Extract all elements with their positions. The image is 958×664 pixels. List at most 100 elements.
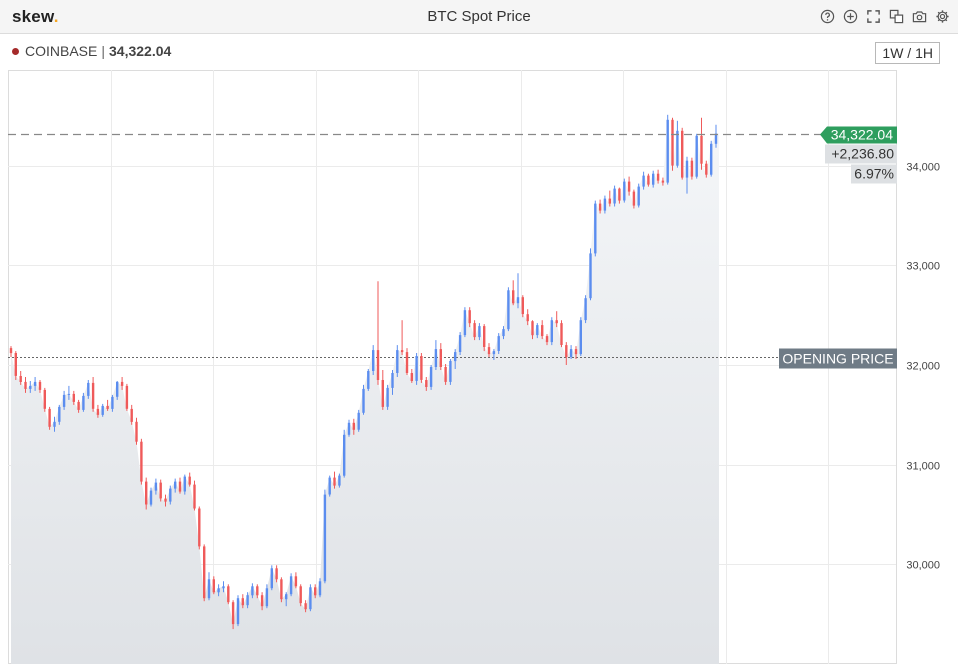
candle-body: [550, 320, 553, 343]
last-price-tag: [820, 126, 897, 144]
settings-icon[interactable]: [934, 8, 950, 24]
candle-body: [362, 388, 365, 413]
chart-area[interactable]: 30,000 31,000 32,000 33,000 34,000 34,322.04 +…: [8, 70, 958, 664]
logo-text: skew: [12, 7, 54, 26]
candle-body: [487, 347, 491, 355]
candle-body: [454, 352, 457, 362]
duplicate-icon[interactable]: [888, 8, 904, 24]
candle-body: [425, 380, 428, 387]
candle-body: [140, 441, 143, 482]
candle-body: [618, 188, 621, 201]
opening-price-tag: [779, 348, 897, 369]
candle-body: [429, 367, 433, 387]
candle-body: [87, 382, 90, 396]
candle-body: [101, 405, 104, 415]
change-pct-tag-label: 6.97%: [854, 166, 894, 182]
candle-body: [632, 191, 636, 206]
candle-body: [280, 579, 283, 600]
candle-body: [178, 481, 182, 492]
candle-body: [14, 353, 17, 376]
candle-body: [671, 119, 674, 166]
candle-body: [29, 385, 32, 389]
candle-body: [169, 488, 172, 502]
candle-body: [203, 546, 206, 599]
candle-body: [439, 349, 442, 367]
candle-body: [545, 336, 549, 343]
candle-body: [120, 381, 124, 386]
candle-body: [594, 203, 597, 254]
candle-body: [536, 325, 539, 336]
candle-body: [623, 181, 626, 201]
candle-body: [294, 576, 298, 587]
candle-body: [125, 385, 129, 409]
candle-body: [367, 371, 370, 389]
candle-body: [19, 376, 22, 382]
candle-body: [222, 586, 225, 589]
candle-body: [58, 406, 61, 422]
candle-body: [82, 395, 85, 410]
candle-body: [43, 389, 46, 409]
candle-body: [67, 393, 71, 395]
candle-body: [135, 421, 138, 442]
candle-body: [637, 186, 640, 206]
y-tick-label: 32,000: [906, 361, 940, 373]
candle-body: [347, 422, 351, 435]
candle-body: [492, 351, 496, 355]
candle-body: [705, 163, 708, 175]
candle-body: [710, 143, 713, 175]
candle-body: [714, 133, 718, 144]
candle-body: [647, 175, 650, 185]
candle-body: [314, 587, 317, 596]
candle-body: [415, 356, 418, 381]
candle-body: [106, 405, 109, 409]
candle-body: [256, 586, 259, 596]
candle-body: [91, 382, 95, 409]
candle-body: [183, 476, 186, 492]
candle-body: [159, 482, 162, 499]
candle-body: [434, 349, 438, 367]
candle-body: [48, 408, 51, 427]
candle-body: [681, 130, 684, 178]
price-area: [11, 119, 719, 664]
candle-body: [77, 401, 80, 410]
candle-body: [270, 568, 273, 589]
candle-body: [666, 119, 669, 183]
candle-body: [285, 594, 288, 600]
candle-body: [685, 160, 689, 178]
candle-body: [661, 180, 665, 183]
camera-icon[interactable]: [911, 8, 927, 24]
separator: |: [101, 43, 105, 59]
candle-body: [444, 367, 447, 382]
candle-body: [405, 352, 409, 373]
candle-body: [198, 508, 201, 547]
interval-button[interactable]: 1W / 1H: [875, 42, 940, 64]
exchange-name: COINBASE: [25, 43, 98, 59]
opening-price-tag-label: OPENING PRICE: [782, 351, 893, 367]
candle-body: [343, 434, 346, 476]
toolbar-icons: [819, 8, 950, 24]
candle-body: [149, 490, 153, 505]
candle-body: [468, 310, 471, 324]
candle-body: [24, 381, 27, 389]
candle-body: [478, 326, 481, 338]
candle-body: [700, 135, 703, 164]
candle-body: [526, 314, 529, 322]
y-tick-label: 31,000: [906, 461, 940, 473]
candle-body: [541, 325, 544, 337]
candle-body: [236, 598, 240, 625]
candle-body: [569, 349, 573, 358]
add-icon[interactable]: [842, 8, 858, 24]
candle-body: [333, 477, 336, 486]
skew-logo[interactable]: skew.: [12, 7, 59, 27]
candle-body: [603, 198, 607, 211]
help-icon[interactable]: [819, 8, 835, 24]
candle-body: [357, 412, 360, 430]
candle-body: [589, 253, 592, 299]
chart-title: BTC Spot Price: [427, 8, 531, 25]
candle-body: [531, 321, 534, 336]
candle-body: [352, 422, 355, 430]
fullscreen-icon[interactable]: [865, 8, 881, 24]
candle-body: [372, 350, 375, 371]
y-tick-label: 33,000: [906, 261, 940, 273]
candle-body: [652, 173, 655, 185]
